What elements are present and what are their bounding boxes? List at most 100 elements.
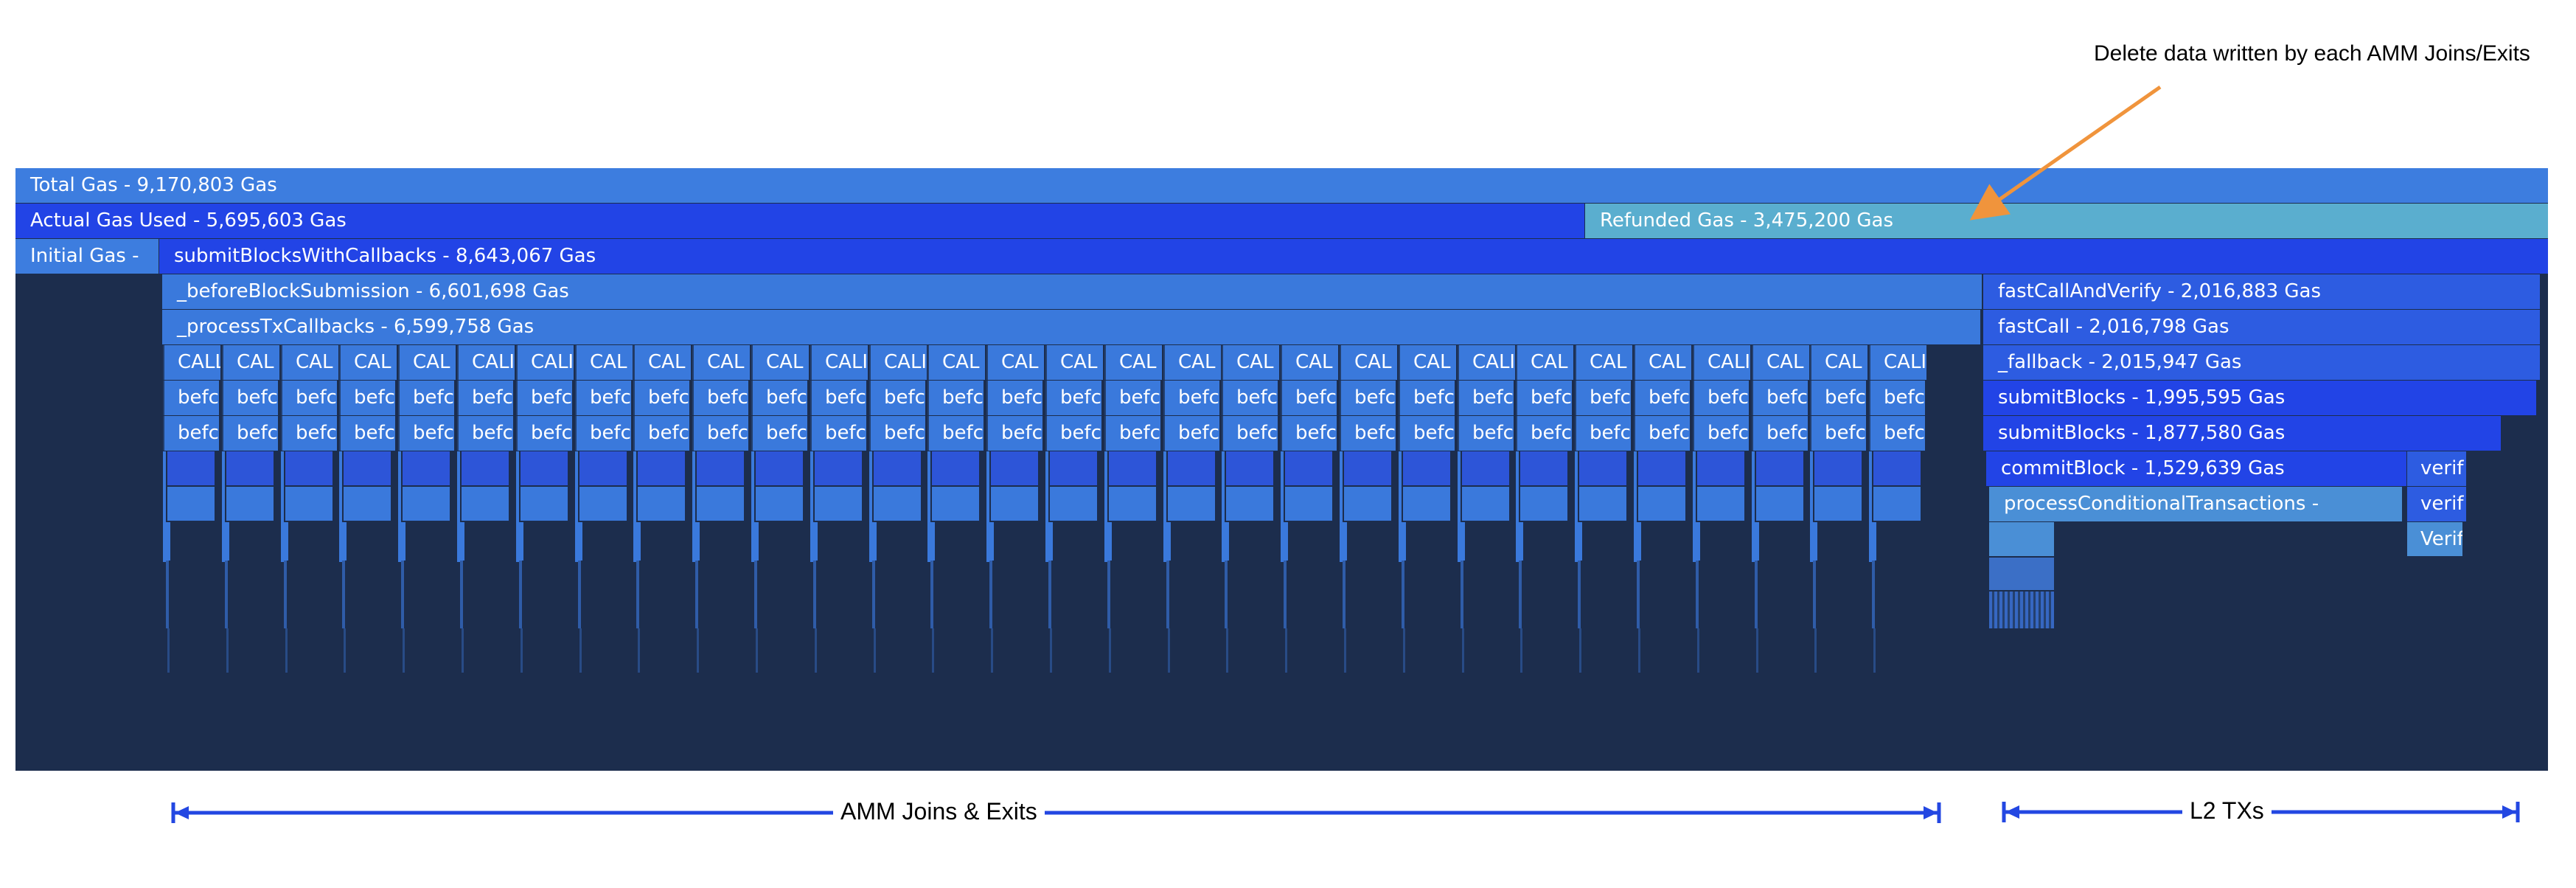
nested-call-frame[interactable] bbox=[697, 487, 744, 521]
nested-call-frame[interactable] bbox=[695, 561, 698, 628]
nested-call-frame[interactable] bbox=[756, 628, 758, 673]
nested-call-frame[interactable] bbox=[1462, 628, 1464, 673]
nested-call-frame[interactable] bbox=[1109, 487, 1156, 521]
call-bar[interactable]: CAL bbox=[927, 345, 985, 380]
before-block-submission-bar[interactable]: _beforeBlockSubmission - 6,601,698 Gas bbox=[162, 274, 1982, 309]
nested-call-frame[interactable] bbox=[342, 522, 347, 561]
call-bar[interactable]: CAL bbox=[986, 345, 1044, 380]
before-inner-bar[interactable]: befc bbox=[1634, 416, 1690, 451]
nested-call-frame[interactable] bbox=[991, 628, 993, 673]
nested-call-frame[interactable] bbox=[1048, 522, 1053, 561]
fallback-bar[interactable]: _fallback - 2,015,947 Gas bbox=[1983, 345, 2540, 380]
nested-call-frame[interactable] bbox=[932, 628, 934, 673]
conditional-subcall-block[interactable] bbox=[1989, 522, 2054, 556]
call-bar[interactable]: CAL bbox=[1281, 345, 1338, 380]
before-bar[interactable]: befc bbox=[1634, 381, 1690, 415]
nested-call-frame[interactable] bbox=[1579, 628, 1581, 673]
call-bar[interactable]: CAL bbox=[1810, 345, 1867, 380]
nested-call-frame[interactable] bbox=[695, 522, 700, 561]
before-inner-bar[interactable]: befc bbox=[869, 416, 925, 451]
before-bar[interactable]: befc bbox=[339, 381, 395, 415]
nested-call-frame[interactable] bbox=[1872, 561, 1875, 628]
nested-call-frame[interactable] bbox=[756, 451, 803, 485]
nested-call-frame[interactable] bbox=[1755, 561, 1758, 628]
before-inner-bar[interactable]: befc bbox=[1516, 416, 1572, 451]
nested-call-frame[interactable] bbox=[1578, 561, 1581, 628]
nested-call-frame[interactable] bbox=[1226, 628, 1228, 673]
nested-call-frame[interactable] bbox=[1285, 487, 1332, 521]
nested-call-frame[interactable] bbox=[991, 451, 1038, 485]
before-bar[interactable]: befc bbox=[1869, 381, 1925, 415]
call-bar[interactable]: CAL bbox=[575, 345, 633, 380]
before-bar[interactable]: befc bbox=[457, 381, 513, 415]
nested-call-frame[interactable] bbox=[166, 561, 169, 628]
nested-call-frame[interactable] bbox=[697, 628, 699, 673]
nested-call-frame[interactable] bbox=[460, 522, 464, 561]
nested-call-frame[interactable] bbox=[1226, 487, 1273, 521]
nested-call-frame[interactable] bbox=[1403, 487, 1450, 521]
nested-call-frame[interactable] bbox=[1756, 487, 1803, 521]
before-bar[interactable]: befc bbox=[1163, 381, 1219, 415]
nested-call-frame[interactable] bbox=[1285, 628, 1287, 673]
nested-call-frame[interactable] bbox=[1107, 561, 1110, 628]
nested-call-frame[interactable] bbox=[166, 522, 170, 561]
nested-call-frame[interactable] bbox=[1403, 451, 1450, 485]
before-inner-bar[interactable]: befc bbox=[222, 416, 278, 451]
call-bar[interactable]: CAL bbox=[281, 345, 338, 380]
nested-call-frame[interactable] bbox=[1873, 487, 1921, 521]
before-inner-bar[interactable]: befc bbox=[633, 416, 689, 451]
nested-call-frame[interactable] bbox=[1402, 522, 1406, 561]
nested-call-frame[interactable] bbox=[754, 561, 757, 628]
call-bar[interactable]: CAL bbox=[339, 345, 397, 380]
before-inner-bar[interactable]: befc bbox=[163, 416, 219, 451]
nested-call-frame[interactable] bbox=[1168, 451, 1215, 485]
call-bar[interactable]: CAL bbox=[1634, 345, 1691, 380]
before-inner-bar[interactable]: befc bbox=[1045, 416, 1101, 451]
nested-call-frame[interactable] bbox=[1578, 522, 1582, 561]
before-bar[interactable]: befc bbox=[751, 381, 807, 415]
nested-call-frame[interactable] bbox=[815, 451, 862, 485]
submit-blocks-bar-2[interactable]: submitBlocks - 1,877,580 Gas bbox=[1983, 416, 2501, 451]
before-inner-bar[interactable]: befc bbox=[1222, 416, 1278, 451]
nested-call-frame[interactable] bbox=[285, 487, 333, 521]
nested-call-frame[interactable] bbox=[930, 522, 935, 561]
before-inner-bar[interactable]: befc bbox=[339, 416, 395, 451]
nested-call-frame[interactable] bbox=[284, 561, 287, 628]
nested-call-frame[interactable] bbox=[932, 487, 979, 521]
nested-call-frame[interactable] bbox=[1403, 628, 1405, 673]
nested-call-frame[interactable] bbox=[1048, 561, 1051, 628]
verify-bar-1[interactable]: verif bbox=[2407, 451, 2466, 486]
nested-call-frame[interactable] bbox=[1284, 561, 1287, 628]
before-inner-bar[interactable]: befc bbox=[1575, 416, 1631, 451]
nested-call-frame[interactable] bbox=[344, 451, 391, 485]
nested-call-frame[interactable] bbox=[1343, 561, 1346, 628]
nested-call-frame[interactable] bbox=[638, 451, 685, 485]
call-bar[interactable]: CALI bbox=[1869, 345, 1926, 380]
nested-call-frame[interactable] bbox=[754, 522, 759, 561]
call-bar[interactable]: CAL bbox=[1222, 345, 1279, 380]
nested-call-frame[interactable] bbox=[1519, 561, 1522, 628]
nested-call-frame[interactable] bbox=[521, 487, 568, 521]
refunded-gas-bar[interactable]: Refunded Gas - 3,475,200 Gas bbox=[1585, 204, 2548, 238]
before-inner-bar[interactable]: befc bbox=[457, 416, 513, 451]
nested-call-frame[interactable] bbox=[1813, 561, 1816, 628]
nested-call-frame[interactable] bbox=[1697, 487, 1744, 521]
verify-bar-3[interactable]: Verif bbox=[2407, 522, 2462, 556]
nested-call-frame[interactable] bbox=[1813, 522, 1817, 561]
conditional-subcall-block[interactable] bbox=[1989, 558, 2054, 590]
call-bar[interactable]: CAL bbox=[1399, 345, 1456, 380]
nested-call-frame[interactable] bbox=[1344, 487, 1391, 521]
nested-call-frame[interactable] bbox=[1285, 451, 1332, 485]
before-inner-bar[interactable]: befc bbox=[398, 416, 454, 451]
call-bar[interactable]: CAL bbox=[1163, 345, 1221, 380]
nested-call-frame[interactable] bbox=[813, 561, 816, 628]
nested-call-frame[interactable] bbox=[1344, 451, 1391, 485]
nested-call-frame[interactable] bbox=[1225, 522, 1229, 561]
nested-call-frame[interactable] bbox=[1520, 487, 1567, 521]
call-bar[interactable]: CAL bbox=[398, 345, 456, 380]
before-inner-bar[interactable]: befc bbox=[281, 416, 337, 451]
nested-call-frame[interactable] bbox=[403, 451, 450, 485]
nested-call-frame[interactable] bbox=[815, 487, 862, 521]
nested-call-frame[interactable] bbox=[401, 561, 404, 628]
nested-call-frame[interactable] bbox=[1519, 522, 1523, 561]
